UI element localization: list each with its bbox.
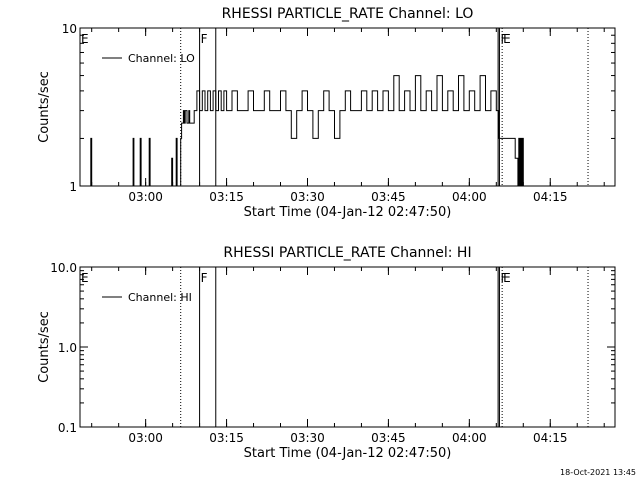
x-axis-label: Start Time (04-Jan-12 02:47:50) (244, 446, 452, 461)
y-axis-label: Counts/sec (37, 311, 52, 383)
chart-hi-channel: RHESSI PARTICLE_RATE Channel: HI 03:00 03:… (37, 245, 616, 461)
x-tick-label: 04:15 (533, 431, 568, 445)
event-marker-label: E (81, 32, 89, 46)
y-axis-label: Counts/sec (37, 71, 52, 143)
event-marker-label: E (503, 271, 511, 285)
x-tick-label: 03:15 (209, 190, 244, 204)
x-tick-label: 03:30 (290, 431, 325, 445)
chart-lo-channel: RHESSI PARTICLE_RATE Channel: LO 03:00 03:… (37, 6, 616, 220)
x-tick-label: 03:30 (290, 190, 325, 204)
x-tick-label: 03:15 (209, 431, 244, 445)
x-axis-label: Start Time (04-Jan-12 02:47:50) (244, 205, 452, 220)
y-tick-label: 1 (69, 180, 77, 194)
legend-label: Channel: LO (128, 52, 195, 65)
x-tick-label: 03:45 (371, 190, 406, 204)
x-tick-label: 04:15 (533, 190, 568, 204)
event-marker-label: E (503, 32, 511, 46)
series-line (89, 75, 524, 187)
chart-title: RHESSI PARTICLE_RATE Channel: LO (222, 6, 474, 22)
x-tick-label: 03:00 (128, 190, 163, 204)
legend-label: Channel: HI (128, 291, 192, 304)
y-tick-label: 10.0 (50, 261, 77, 275)
chart-title: RHESSI PARTICLE_RATE Channel: HI (223, 245, 471, 261)
x-tick-label: 04:00 (452, 431, 487, 445)
event-marker-label: F (201, 271, 208, 285)
y-tick-label: 10 (62, 22, 77, 36)
x-tick-label: 03:00 (128, 431, 163, 445)
x-tick-label: 04:00 (452, 190, 487, 204)
event-marker-label: F (500, 271, 507, 285)
event-marker-label: E (81, 271, 89, 285)
event-marker-label: F (201, 32, 208, 46)
x-tick-label: 03:45 (371, 431, 406, 445)
footer-timestamp: 18-Oct-2021 13:45 (560, 468, 636, 477)
y-tick-label: 1.0 (58, 341, 77, 355)
y-tick-label: 0.1 (58, 421, 77, 435)
event-marker-label: F (500, 32, 507, 46)
